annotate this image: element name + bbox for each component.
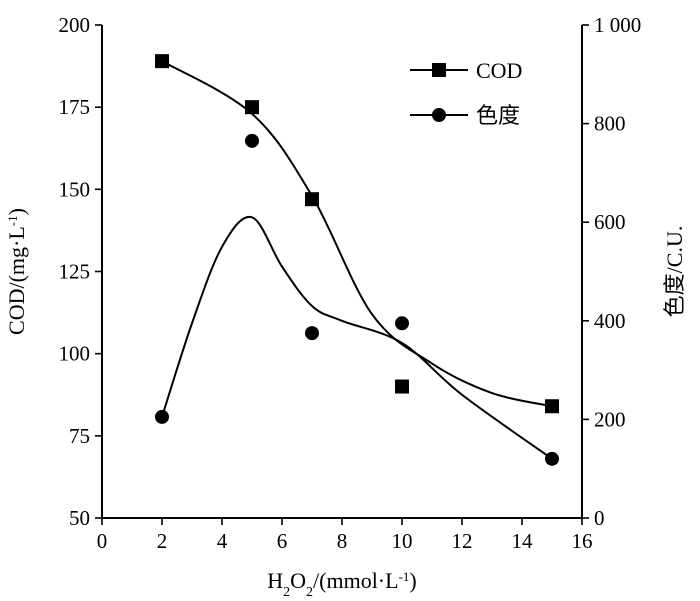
cod-point <box>395 379 409 394</box>
y-left-tick-label: 175 <box>59 95 91 119</box>
cod-point <box>245 100 259 115</box>
legend-label: 色度 <box>476 103 520 128</box>
x-tick-label: 0 <box>97 529 108 553</box>
y-right-tick-label: 800 <box>594 112 626 136</box>
x-axis-title: H2O2/(mmol·L-1) <box>267 568 417 600</box>
y-left-axis-title: COD/(mg·L-1) <box>4 208 29 335</box>
cod-point <box>155 54 169 69</box>
cod-point <box>305 192 319 207</box>
y-left-tick-label: 125 <box>59 260 91 284</box>
color-point <box>155 409 169 424</box>
color-point <box>395 316 409 331</box>
y-left-tick-label: 75 <box>69 424 90 448</box>
y-left-tick-label: 200 <box>59 13 91 37</box>
y-right-tick-label: 400 <box>594 309 626 333</box>
color-point <box>305 326 319 341</box>
y-left-tick-label: 50 <box>69 506 90 530</box>
y-right-tick-label: 600 <box>594 210 626 234</box>
y-left-tick-label: 100 <box>59 342 91 366</box>
y-right-tick-label: 0 <box>594 506 605 530</box>
data-markers <box>155 54 559 466</box>
series-curve-color <box>161 215 553 460</box>
x-tick-label: 2 <box>157 529 168 553</box>
x-tick-label: 4 <box>217 529 228 553</box>
legend-circle-marker <box>432 108 446 122</box>
cod-point <box>545 399 559 414</box>
legend-square-marker <box>432 63 446 77</box>
x-tick-label: 14 <box>512 529 534 553</box>
x-tick-label: 8 <box>337 529 348 553</box>
axes: 0 2 4 6 8 10 12 14 16 50 75 100 125 150 175 200 0 200 400 6… <box>4 13 687 600</box>
x-tick-label: 6 <box>277 529 288 553</box>
x-tick-label: 16 <box>572 529 593 553</box>
x-tick-label: 12 <box>452 529 473 553</box>
y-right-tick-label: 1 000 <box>594 13 641 37</box>
legend: COD 色度 <box>410 58 522 128</box>
x-tick-label: 10 <box>392 529 413 553</box>
y-right-axis-title: 色度/C.U. <box>662 226 687 318</box>
color-point <box>545 451 559 466</box>
legend-label: COD <box>476 58 522 83</box>
color-point <box>245 133 259 148</box>
y-right-tick-label: 200 <box>594 407 626 431</box>
y-left-tick-label: 150 <box>59 177 91 201</box>
